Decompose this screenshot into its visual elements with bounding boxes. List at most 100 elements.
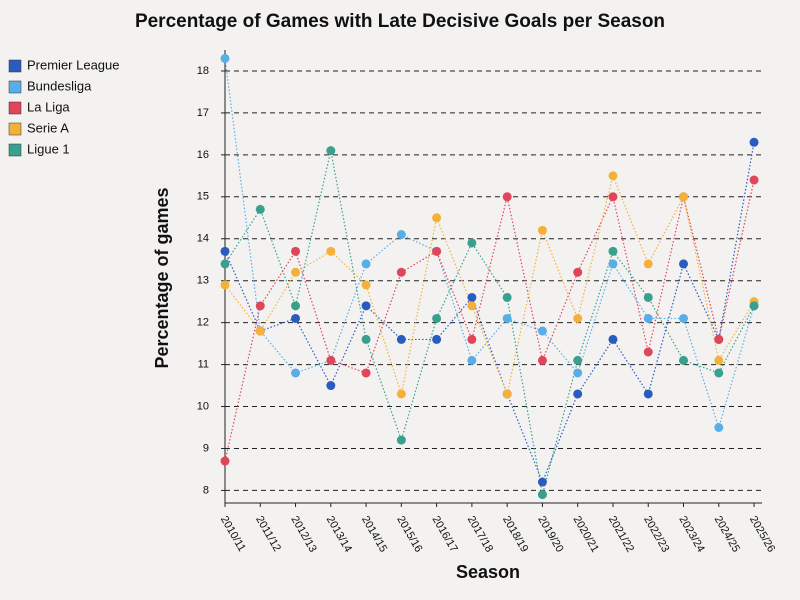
data-point xyxy=(537,225,547,235)
data-point xyxy=(432,246,442,256)
data-point xyxy=(608,334,618,344)
data-point xyxy=(396,334,406,344)
data-point xyxy=(361,368,371,378)
data-point xyxy=(467,292,477,302)
x-tick-label: 2016/17 xyxy=(430,514,460,554)
y-tick-label: 10 xyxy=(197,400,209,412)
data-point xyxy=(537,355,547,365)
x-tick-label: 2021/22 xyxy=(606,514,636,554)
data-point xyxy=(255,301,265,311)
data-point xyxy=(608,192,618,202)
data-point xyxy=(679,355,689,365)
legend-swatch xyxy=(8,80,22,94)
data-point xyxy=(679,259,689,269)
data-point xyxy=(326,146,336,156)
data-point xyxy=(537,326,547,336)
data-point xyxy=(220,246,230,256)
y-tick-label: 16 xyxy=(197,149,209,161)
x-tick-label: 2018/19 xyxy=(500,514,530,554)
data-point xyxy=(749,175,759,185)
data-point xyxy=(326,355,336,365)
legend-swatch xyxy=(8,122,22,136)
x-tick-label: 2012/13 xyxy=(288,514,318,554)
x-tick-label: 2022/23 xyxy=(641,514,671,554)
x-tick-label: 2023/24 xyxy=(676,514,706,554)
data-point xyxy=(361,280,371,290)
x-axis-label: Season xyxy=(456,562,520,582)
data-point xyxy=(643,259,653,269)
data-point xyxy=(291,368,301,378)
data-point xyxy=(361,334,371,344)
y-tick-label: 13 xyxy=(197,275,209,287)
y-tick-label: 15 xyxy=(197,191,209,203)
data-point xyxy=(291,267,301,277)
data-point xyxy=(291,313,301,323)
data-point xyxy=(255,326,265,336)
x-tick-label: 2010/11 xyxy=(218,514,248,554)
x-tick-label: 2015/16 xyxy=(394,514,424,554)
legend-label: Bundesliga xyxy=(27,78,92,93)
data-point xyxy=(432,313,442,323)
y-tick-label: 17 xyxy=(197,107,209,119)
data-point xyxy=(432,334,442,344)
data-point xyxy=(679,313,689,323)
legend-swatch xyxy=(8,143,22,157)
x-tick-label: 2019/20 xyxy=(535,514,565,554)
data-point xyxy=(643,389,653,399)
chart-title: Percentage of Games with Late Decisive G… xyxy=(135,11,665,32)
x-tick-label: 2011/12 xyxy=(253,514,283,554)
data-point xyxy=(573,368,583,378)
data-point xyxy=(220,53,230,63)
data-point xyxy=(643,347,653,357)
y-tick-label: 14 xyxy=(197,233,209,245)
data-point xyxy=(255,204,265,214)
data-point xyxy=(573,267,583,277)
y-axis-label: Percentage of games xyxy=(152,187,172,368)
x-tick-label: 2013/14 xyxy=(324,514,354,554)
data-point xyxy=(714,423,724,432)
legend-swatch xyxy=(8,101,22,115)
data-point xyxy=(502,192,512,202)
y-tick-label: 8 xyxy=(203,484,209,496)
data-point xyxy=(502,389,512,399)
legend-label: Premier League xyxy=(27,57,120,72)
data-point xyxy=(537,490,547,500)
y-tick-label: 12 xyxy=(197,317,209,329)
data-point xyxy=(396,230,406,240)
data-point xyxy=(361,259,371,269)
data-point xyxy=(220,280,230,290)
x-tick-label: 2025/26 xyxy=(747,514,777,554)
data-point xyxy=(291,246,301,256)
data-point xyxy=(608,259,618,269)
series-line xyxy=(224,142,755,484)
series-line xyxy=(224,173,755,397)
data-point xyxy=(749,301,759,311)
x-tick-label: 2014/15 xyxy=(359,514,389,554)
legend-label: Serie A xyxy=(27,120,69,135)
data-point xyxy=(502,292,512,302)
data-point xyxy=(573,389,583,399)
legend-label: Ligue 1 xyxy=(27,141,70,156)
data-point xyxy=(220,456,230,466)
data-point xyxy=(643,292,653,302)
data-point xyxy=(714,334,724,344)
data-point xyxy=(749,137,759,147)
legend-swatch xyxy=(8,59,22,73)
y-tick-label: 11 xyxy=(198,358,209,370)
x-tick-label: 2024/25 xyxy=(712,514,742,554)
data-point xyxy=(679,192,689,202)
data-point xyxy=(396,389,406,399)
data-point xyxy=(291,301,301,311)
data-point xyxy=(608,246,618,256)
series-line xyxy=(224,58,755,430)
series-line xyxy=(224,179,755,462)
data-point xyxy=(326,381,336,391)
data-point xyxy=(396,267,406,277)
data-point xyxy=(361,301,371,311)
y-tick-label: 9 xyxy=(203,442,209,454)
data-point xyxy=(608,171,618,181)
data-point xyxy=(714,368,724,378)
data-point xyxy=(502,313,512,323)
